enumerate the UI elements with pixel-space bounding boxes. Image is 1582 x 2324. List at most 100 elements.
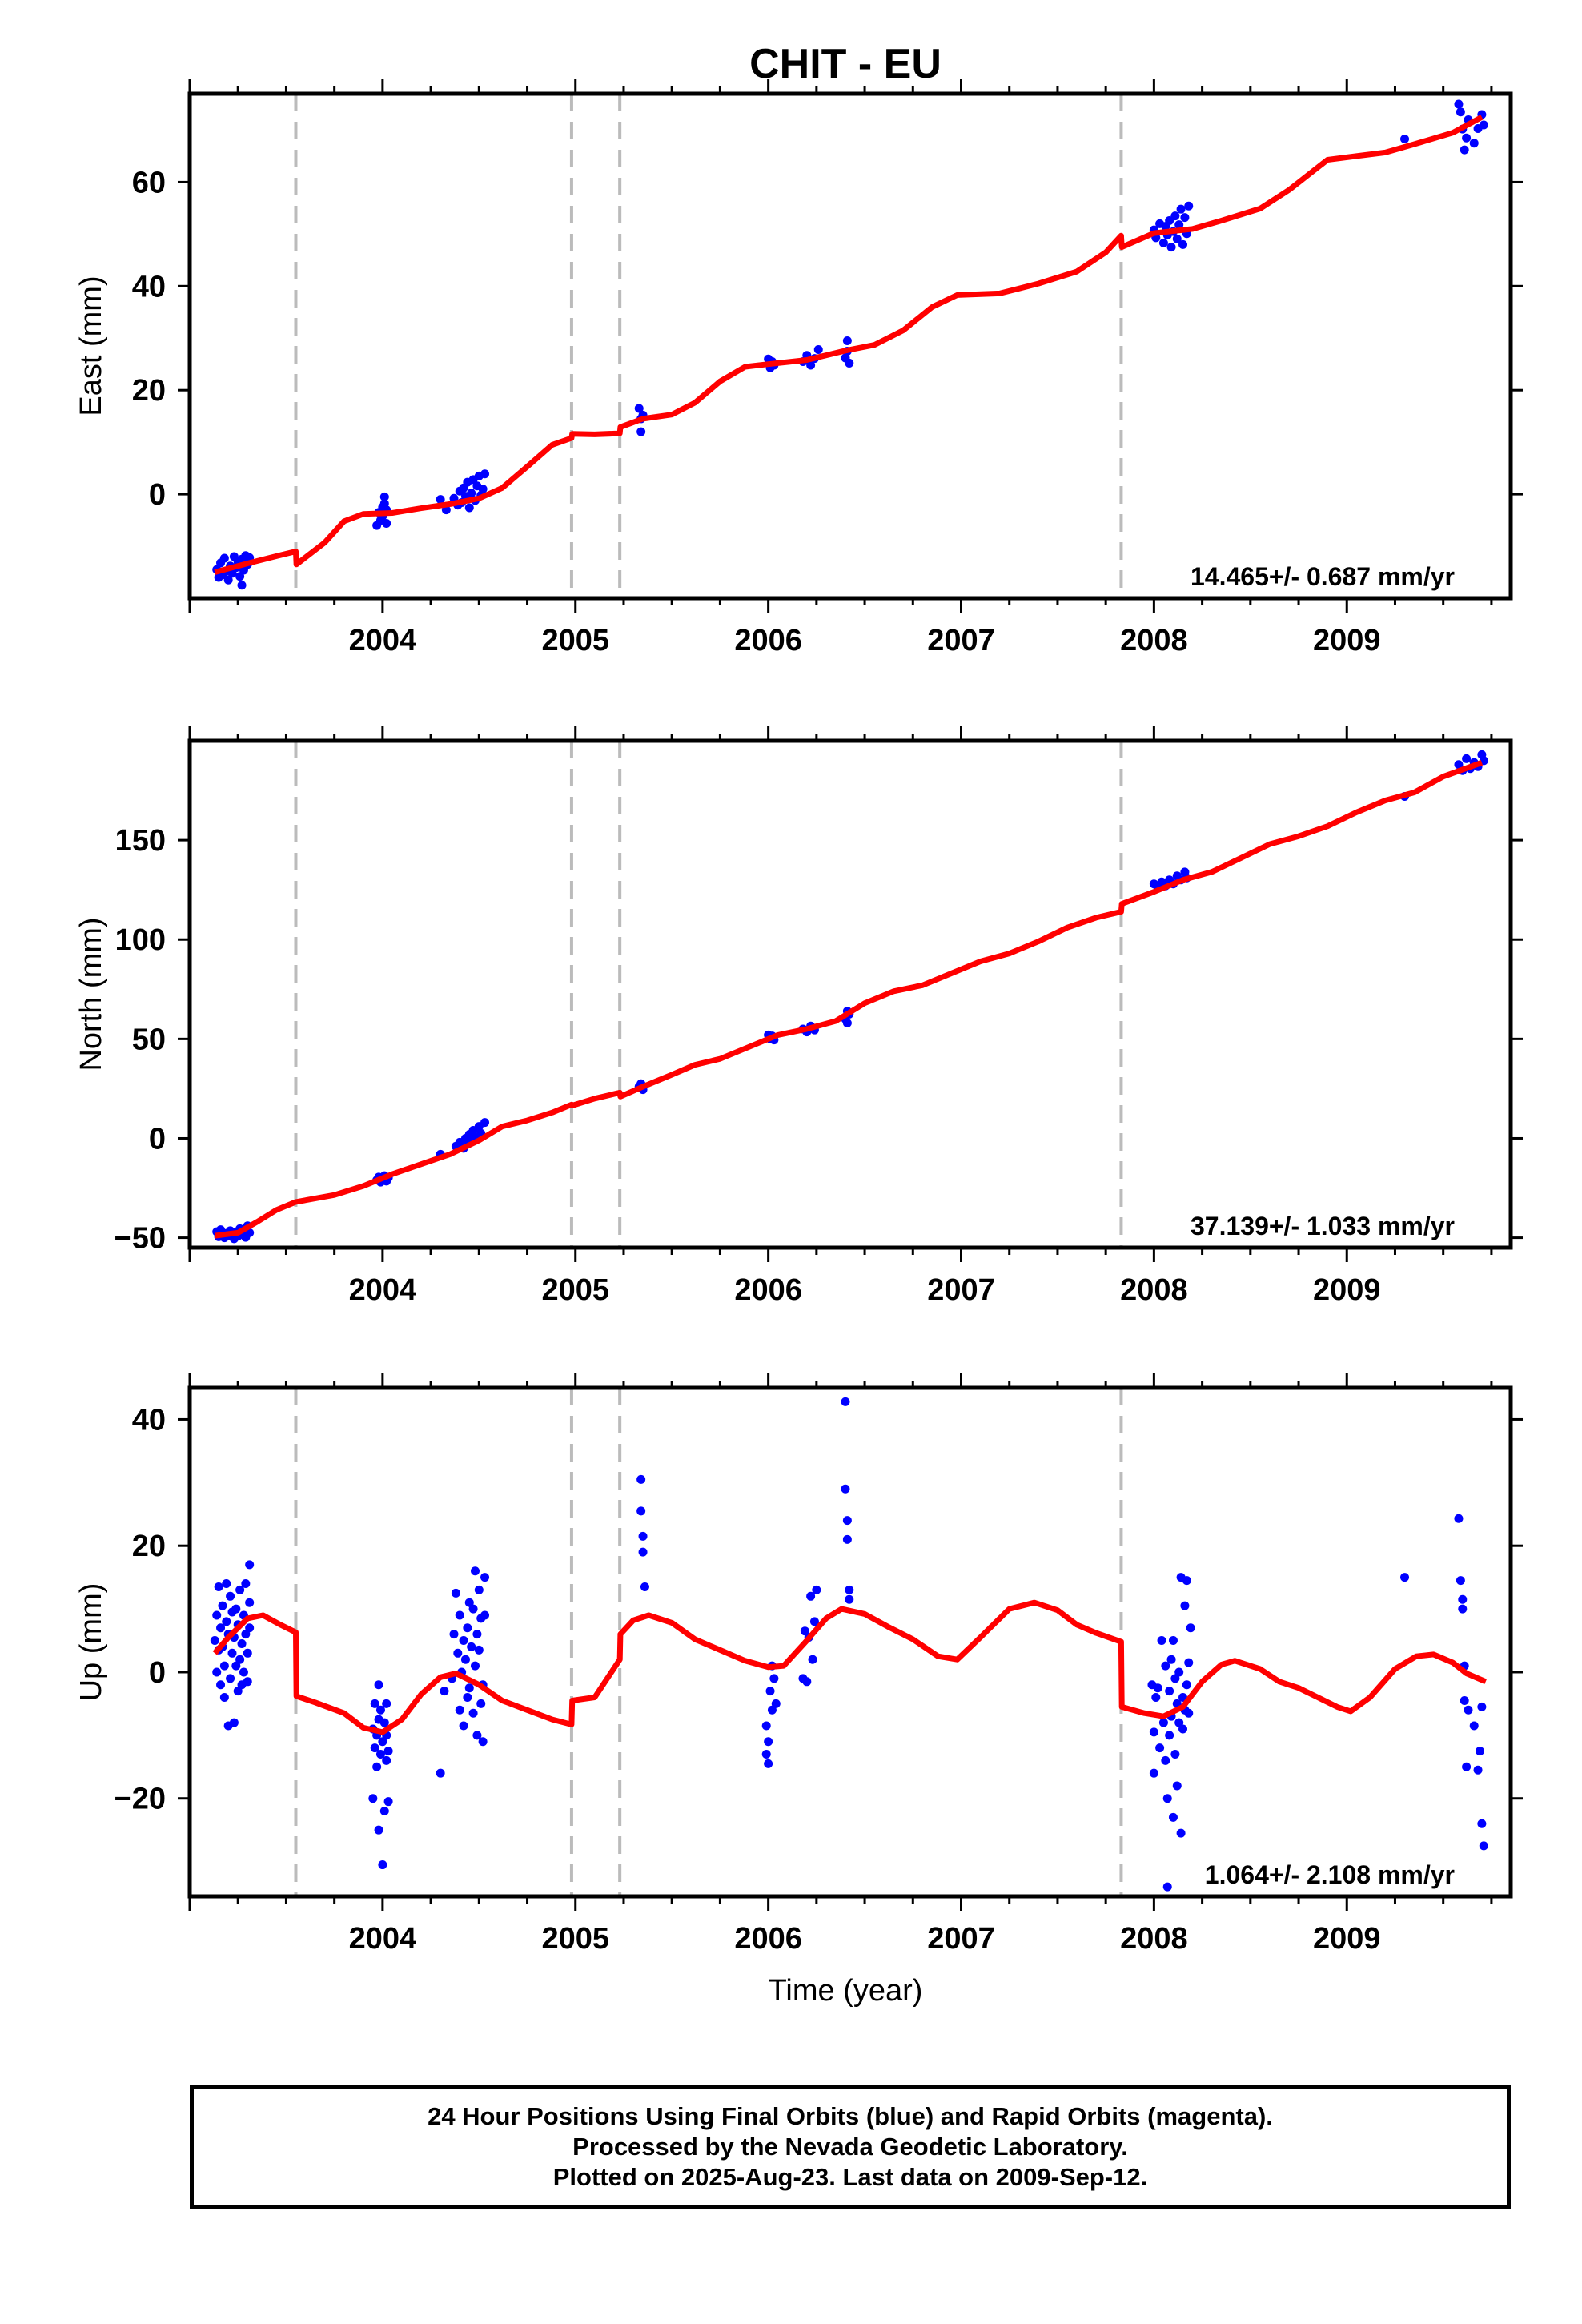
panel-up: 2004 2005 2006 2007 2008 2009 −20 0 20 40 Up (mm) 1… [74, 1373, 1523, 1956]
data-point [842, 336, 852, 346]
data-point [226, 1591, 235, 1601]
data-point [223, 575, 233, 585]
data-point [453, 1648, 463, 1658]
data-point [216, 1623, 226, 1633]
data-point [1186, 1623, 1195, 1633]
data-point [1168, 1636, 1178, 1646]
data-point [638, 1531, 648, 1541]
data-point [764, 1737, 773, 1747]
data-point [636, 427, 646, 436]
data-point [636, 1506, 646, 1516]
rate-label: 37.139+/- 1.033 mm/yr [1191, 1212, 1455, 1240]
data-point [370, 1743, 379, 1753]
data-point [1180, 1601, 1190, 1610]
data-point [1473, 1765, 1483, 1775]
rate-label: 1.064+/- 2.108 mm/yr [1205, 1860, 1455, 1889]
y-tick-label: 20 [132, 374, 166, 408]
data-point [1469, 139, 1479, 148]
data-point [1170, 1674, 1180, 1683]
x-tick-label: 2006 [734, 624, 802, 657]
data-point [375, 1750, 385, 1759]
data-point [1165, 1731, 1174, 1740]
data-point [243, 1677, 252, 1687]
data-point [472, 1630, 482, 1639]
data-point [233, 1687, 243, 1696]
data-point [812, 1585, 821, 1594]
data-point [1172, 1781, 1182, 1791]
data-point [478, 485, 488, 494]
y-axis-label: East (mm) [74, 275, 108, 416]
data-point [374, 1680, 383, 1690]
data-point [231, 1661, 241, 1671]
data-point [1454, 99, 1464, 109]
x-tick-label: 2004 [349, 1273, 417, 1307]
data-point [467, 489, 476, 498]
data-point [636, 1474, 646, 1484]
rate-label: 14.465+/- 0.687 mm/yr [1191, 562, 1455, 591]
data-point [1464, 1705, 1473, 1715]
data-point [1454, 1514, 1464, 1523]
data-point [769, 1674, 779, 1683]
data-point [436, 495, 445, 505]
data-point [378, 1860, 387, 1870]
data-point [764, 1759, 773, 1768]
data-point [472, 1731, 482, 1740]
data-points [210, 1397, 1488, 1892]
data-point [1458, 1604, 1468, 1614]
plot-frame [187, 738, 1513, 1250]
data-point [806, 360, 816, 370]
data-point [374, 1825, 383, 1835]
data-point [1458, 1594, 1468, 1604]
data-point [1462, 133, 1472, 143]
data-points [212, 99, 1488, 590]
data-point [245, 1560, 255, 1570]
data-point [1477, 1819, 1487, 1828]
data-point [478, 1737, 488, 1747]
plot-frame [187, 1385, 1513, 1899]
data-point [813, 345, 823, 355]
y-axis-label: North (mm) [74, 917, 108, 1071]
footer-caption: 24 Hour Positions Using Final Orbits (bl… [190, 2085, 1511, 2209]
data-point [480, 1118, 490, 1128]
data-point [1462, 1762, 1472, 1771]
data-point [1161, 1661, 1170, 1671]
x-tick-label: 2007 [927, 1922, 995, 1956]
data-point [1176, 204, 1186, 214]
data-point [214, 1582, 223, 1591]
data-point [1180, 213, 1190, 223]
data-point [1456, 107, 1465, 117]
x-tick-label: 2007 [927, 624, 995, 657]
data-point [841, 1397, 850, 1406]
data-point [245, 1598, 255, 1607]
y-axis-label: Up (mm) [74, 1583, 108, 1702]
y-tick-label: 150 [115, 824, 166, 858]
data-point [379, 1718, 389, 1727]
data-point [808, 1655, 817, 1664]
data-point [1166, 243, 1176, 252]
data-point [1153, 1683, 1162, 1693]
data-point [1178, 239, 1188, 249]
data-point [800, 1626, 809, 1636]
x-tick-label: 2005 [541, 1922, 609, 1956]
x-tick-label: 2009 [1313, 1922, 1381, 1956]
data-point [1174, 220, 1184, 230]
panel-east: 2004 2005 2006 2007 2008 2009 0 20 40 60 East (mm)… [74, 79, 1523, 657]
data-point [1460, 145, 1469, 155]
data-point [210, 1636, 219, 1646]
data-point [383, 1747, 393, 1756]
data-point [468, 1604, 478, 1614]
data-point [237, 1638, 247, 1648]
data-point [1162, 1794, 1172, 1803]
data-point [219, 1661, 229, 1671]
data-point [1176, 1828, 1186, 1838]
data-point [237, 581, 247, 590]
data-point [222, 1617, 231, 1626]
data-point [219, 1693, 229, 1703]
data-point [440, 1687, 449, 1696]
data-point [1168, 1812, 1178, 1822]
y-tick-label: 40 [132, 1403, 166, 1437]
data-point [212, 1610, 222, 1620]
data-point [767, 1705, 777, 1715]
data-point [845, 1585, 854, 1594]
data-point [222, 1579, 231, 1589]
